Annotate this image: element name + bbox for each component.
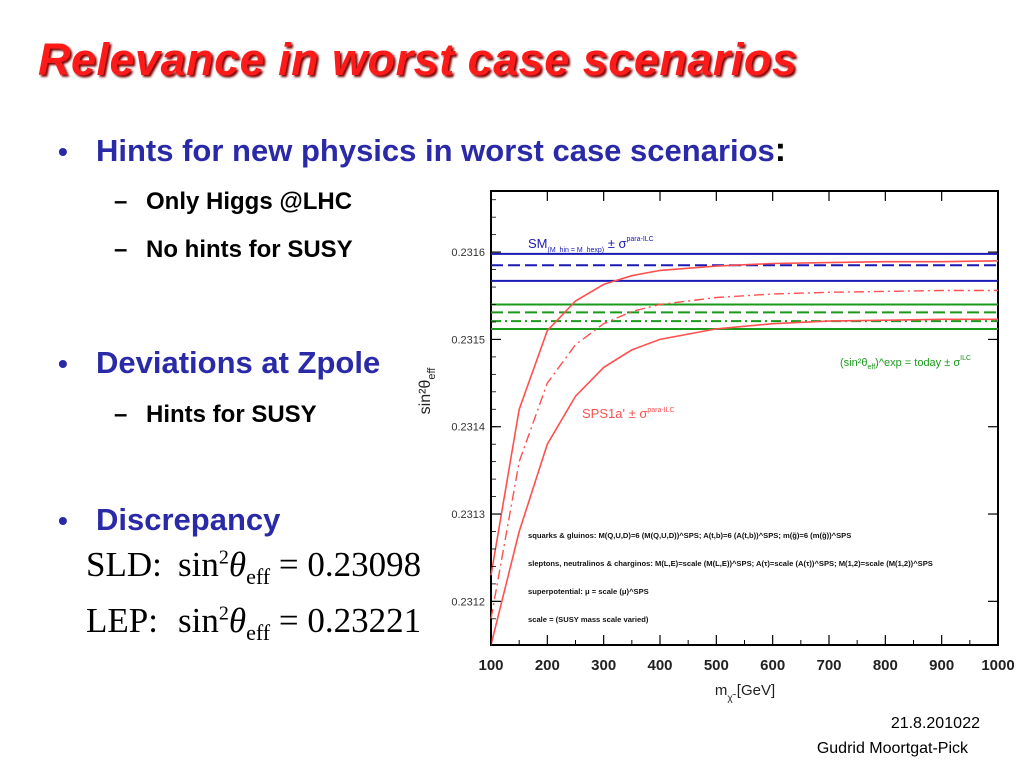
sub-no-hints: – No hints for SUSY (114, 236, 353, 264)
x-tick-label: 600 (760, 657, 785, 674)
sub-no-hints-text: No hints for SUSY (146, 236, 353, 263)
today-band-label-sub: eff (868, 364, 876, 371)
equation-subscript: eff (246, 564, 271, 589)
sub-dash: – (114, 401, 128, 428)
sm-band-label-suffix: ± σ (604, 236, 626, 251)
bullet-dot: • (58, 505, 68, 536)
sm-band-label-sup: para-ILC (627, 236, 654, 243)
sps1a-label-name: SPS1a' ± σ (582, 406, 647, 421)
today-band-label-suffix: )^exp = today ± σ (875, 357, 960, 369)
y-tick-label: 0.2315 (451, 334, 485, 346)
x-tick-label: 700 (816, 657, 841, 674)
sm-band-label: SM(M_hin = M_hexp) ± σpara-ILC (528, 236, 654, 254)
bullet-deviations: • Deviations at Zpole (58, 345, 380, 381)
equation-label: SLD: (86, 545, 162, 584)
equation-sld: SLD: sin2θeff = 0.23098 (86, 545, 421, 590)
footer-page-number: 22 (962, 715, 980, 732)
bullet-deviations-text: Deviations at Zpole (96, 345, 381, 380)
equation-exponent: 2 (218, 546, 229, 569)
sub-only-higgs: – Only Higgs @LHC (114, 188, 352, 216)
equation-sin: sin (178, 601, 219, 640)
x-axis-label: mχ̃ [GeV] (715, 682, 775, 703)
equation-theta: θ (228, 601, 247, 640)
equation-theta: θ (228, 545, 247, 584)
x-tick-label: 800 (873, 657, 898, 674)
bullet-hints-text: Hints for new physics in worst case scen… (96, 133, 775, 168)
chart-note-3: scale = (SUSY mass scale varied) (528, 615, 649, 624)
chart-note-2: superpotential: μ = scale (μ)^SPS (528, 587, 649, 596)
sub-only-higgs-text: Only Higgs @LHC (146, 188, 353, 215)
bullet-discrepancy: • Discrepancy (58, 502, 280, 538)
y-tick-label: 0.2312 (451, 596, 485, 608)
y-tick-label: 0.2313 (451, 509, 485, 521)
y-axis-label: sin²θeff (417, 367, 438, 415)
x-axis-label-unit: [GeV] (733, 682, 776, 699)
x-tick-label: 400 (647, 657, 672, 674)
today-band-label-sup: ILC (960, 355, 971, 362)
sps1a-label-sup: para-ILC (647, 407, 674, 414)
x-tick-label: 200 (535, 657, 560, 674)
sin2theta-chart: 100 200 300 400 500 600 700 800 900 1000 0.2312 0.2… (417, 190, 1015, 703)
bullet-dot: • (58, 136, 68, 167)
equation-exponent: 2 (218, 602, 229, 625)
plot-frame (490, 190, 999, 646)
equation-value: = 0.23221 (278, 601, 422, 640)
slide-title: Relevance in worst case scenarios (38, 34, 798, 85)
equation-subscript: eff (246, 620, 271, 645)
series-line-2 (490, 318, 998, 646)
equation-label: LEP: (86, 601, 158, 640)
sm-band-label-name: SM (528, 236, 548, 251)
bullet-dot: • (58, 348, 68, 379)
today-band-label: (sin²θeff)^exp = today ± σILC (840, 355, 971, 371)
series-line-0 (490, 289, 998, 619)
x-tick-label: 500 (704, 657, 729, 674)
x-tick-label: 300 (591, 657, 616, 674)
sub-hints-susy: – Hints for SUSY (114, 401, 317, 429)
x-axis-label-main: m (715, 682, 728, 699)
sub-hints-susy-text: Hints for SUSY (146, 401, 317, 428)
footer-date: 21.8.2010 (890, 715, 962, 732)
today-band-label-name: (sin²θ (840, 357, 868, 369)
y-tick-label: 0.2314 (451, 422, 485, 434)
sm-band-label-sub: (M_hin = M_hexp) (548, 247, 605, 254)
series-line-1 (490, 260, 999, 576)
bullet-hints-colon: : (774, 131, 787, 169)
sps1a-label: SPS1a' ± σpara-ILC (582, 406, 675, 421)
equation-sin: sin (178, 545, 219, 584)
sub-dash: – (114, 236, 128, 263)
equation-lep: LEP: sin2θeff = 0.23221 (86, 601, 421, 646)
x-tick-label: 900 (929, 657, 954, 674)
x-axis-label-sub: χ̃ (727, 693, 736, 703)
sub-dash: – (114, 188, 128, 215)
bullet-discrepancy-text: Discrepancy (96, 502, 281, 537)
x-tick-label: 100 (478, 657, 503, 674)
x-tick-label: 1000 (981, 657, 1014, 674)
chart-note-0: squarks & gluinos: M(Q,U,D)=6 (M(Q,U,D))… (528, 531, 851, 540)
equation-value: = 0.23098 (278, 545, 422, 584)
y-tick-label: 0.2316 (451, 247, 485, 259)
bullet-hints: • Hints for new physics in worst case sce… (58, 131, 786, 170)
footer-author: Gudrid Moortgat-Pick (816, 740, 968, 757)
chart-note-1: sleptons, neutralinos & charginos: M(L,E… (528, 559, 933, 568)
y-axis-label-sub: eff (426, 367, 438, 380)
y-axis-label-main: sin²θ (417, 380, 434, 415)
